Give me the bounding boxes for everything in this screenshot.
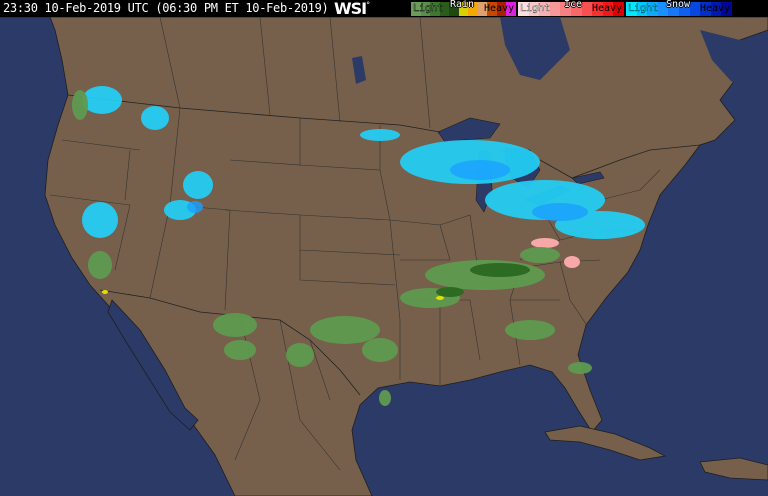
legend-rain-swatch (506, 2, 517, 16)
legend-snow-swatch (689, 2, 701, 16)
legend-snow-title: Snow (666, 0, 691, 10)
land-north-america (0, 17, 768, 496)
legend-snow-light: Light (628, 3, 659, 14)
legend-snow-heavy: Heavy (700, 3, 731, 14)
gulf-of-california (107, 299, 199, 431)
legend-ice-swatch (560, 2, 571, 16)
cuba (544, 425, 667, 461)
legend-ice-swatch (613, 2, 624, 16)
precipitation-overlay (72, 86, 645, 406)
legend-ice-swatch (549, 2, 561, 16)
legend-snow-swatch (710, 2, 722, 16)
hispaniola (699, 457, 768, 481)
legend-ice-heavy: Heavy (592, 3, 623, 14)
legend-rain-swatch (487, 2, 497, 16)
intense-rain-echoes (102, 290, 444, 300)
wsi-logo: WSI° (334, 0, 370, 18)
legend-rain-swatch (411, 2, 421, 16)
gulf-of-st-lawrence (700, 30, 755, 95)
legend-ice-light: Light (520, 3, 551, 14)
timestamp: 23:30 10-Feb-2019 UTC (06:30 PM ET 10-Fe… (3, 1, 329, 15)
legend-ice-swatch (528, 2, 540, 16)
legend-snow-swatch (636, 2, 648, 16)
legend-snow-swatch (721, 2, 732, 16)
legend-rain-heavy: Heavy (484, 3, 515, 14)
legend-rain-swatch (458, 2, 469, 16)
canada-province-lines (159, 17, 431, 129)
legend-rain-light: Light (413, 3, 444, 14)
hudson-bay-lakes (500, 17, 570, 80)
legend-snow-swatch (700, 2, 711, 16)
legend-rain-swatch (496, 2, 507, 16)
legend-ice-swatch (592, 2, 603, 16)
legend-rain-swatch (468, 2, 478, 16)
legend-snow-swatch (626, 2, 637, 16)
legend-ice (518, 2, 624, 16)
us-mexico-border (99, 289, 361, 396)
ice-echoes (531, 238, 580, 268)
legend-ice-swatch (518, 2, 529, 16)
heavy-snow-echoes (187, 160, 588, 221)
heavy-rain-echoes (436, 263, 530, 297)
legend-ice-title: Ice (564, 0, 583, 10)
map-canvas (0, 17, 768, 496)
legend-snow-swatch (657, 2, 669, 16)
legend-ice-swatch (602, 2, 614, 16)
legend-rain-swatch (477, 2, 488, 16)
lake-winnipeg (352, 56, 366, 84)
legend-ice-swatch (581, 2, 593, 16)
lake-ontario (571, 171, 605, 185)
legend-rain-swatch (430, 2, 440, 16)
legend-ice-swatch (539, 2, 550, 16)
legend-rain-swatch (420, 2, 431, 16)
legend-snow-swatch (678, 2, 690, 16)
legend-rain-swatch (449, 2, 459, 16)
legend-snow-swatch (647, 2, 658, 16)
baja-peninsula-coast (92, 300, 180, 448)
legend-snow (626, 2, 732, 16)
legend-snow-swatch (668, 2, 679, 16)
header-bar: 23:30 10-Feb-2019 UTC (06:30 PM ET 10-Fe… (0, 0, 768, 18)
legend-rain-title: Rain (450, 0, 475, 10)
rain-echoes (72, 90, 592, 406)
legend-ice-swatch (570, 2, 582, 16)
legend-rain-swatch (439, 2, 450, 16)
legend-rain (411, 2, 517, 16)
